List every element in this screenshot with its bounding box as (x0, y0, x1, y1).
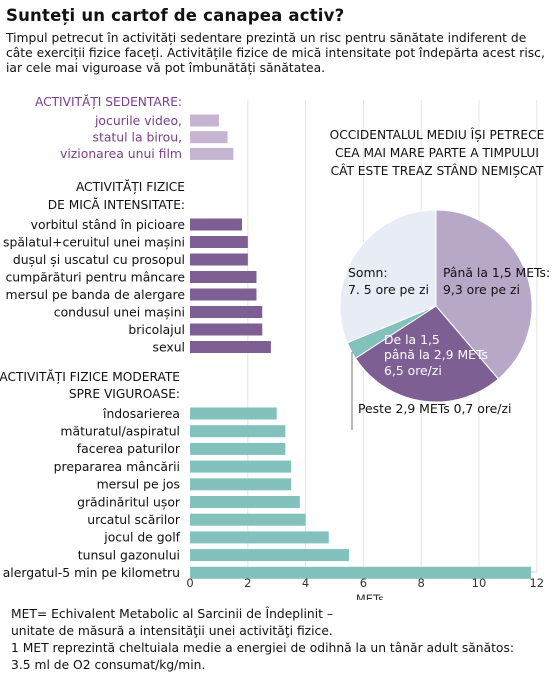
pie-slice-label: 6,5 ore/zi (384, 363, 442, 378)
category-label: cumpărături pentru mâncare (5, 269, 185, 284)
met-footnote: MET= Echivalent Metabolic al Sarcinii de… (11, 606, 551, 674)
pie-slice-label: De la 1,5 (384, 332, 440, 347)
pie-slice (339, 209, 437, 344)
bar (190, 271, 257, 283)
x-tick-label: 12 (529, 576, 544, 590)
x-tick-label: 4 (302, 576, 309, 590)
x-tick-label: 2 (244, 576, 251, 590)
category-label: urcatul scărilor (87, 512, 181, 527)
group-title: ACTIVITĂȚI FIZICE (76, 179, 185, 194)
footnote-line: MET= Echivalent Metabolic al Sarcinii de… (11, 607, 334, 621)
x-tick-label: 0 (186, 576, 193, 590)
bar (190, 306, 263, 318)
x-tick-label: 10 (472, 576, 487, 590)
bar (190, 496, 300, 508)
category-label: condusul unei mașini (54, 304, 185, 319)
category-label: sexul (153, 339, 186, 354)
category-label: prepararea mâncării (54, 459, 180, 474)
bar (190, 288, 257, 301)
pie-slice-label: Somn: (348, 265, 388, 280)
bar (190, 442, 286, 455)
category-label: alergatul-5 min pe kilometru (3, 565, 180, 580)
pie-slice-label: până la 2,9 METs (384, 347, 488, 362)
bar (190, 147, 234, 160)
bar (190, 114, 219, 127)
pie-slice-label: Până la 1,5 METs: (443, 265, 550, 280)
category-label: vizionarea unui film (60, 146, 182, 161)
category-label: jocul de golf (103, 530, 180, 545)
category-label: statul la birou, (93, 130, 182, 145)
footnote-line: 1 MET reprezintă cheltuiala medie a ener… (11, 641, 515, 655)
pie-slice-label: 9,3 ore pe zi (443, 282, 520, 297)
category-label: mersul pe banda de alergare (6, 287, 185, 302)
bar (190, 341, 271, 353)
footnote-line: 3.5 ml de O2 consumat/kg/min. (11, 658, 206, 672)
category-label: bricolajul (128, 322, 185, 337)
category-label: mersul pe jos (97, 477, 180, 492)
group-title: ACTIVITĂȚI SEDENTARE: (35, 94, 182, 109)
category-label: vorbitul stând în picioare (31, 217, 185, 232)
bar (190, 407, 277, 420)
pie-title: OCCIDENTALUL MEDIU ÎȘI PETRECE (330, 127, 545, 142)
category-label: măturatul/aspiratul (60, 424, 180, 439)
footnote-line: unitate de măsură a intensităţii unei ac… (11, 624, 333, 638)
pie-slice (435, 209, 533, 380)
category-label: jocurile video, (94, 113, 182, 128)
bar (190, 323, 263, 336)
intro-text: Timpul petrecut în activități sedentare … (6, 31, 545, 75)
bar (190, 566, 532, 579)
bar (190, 218, 243, 231)
bar (190, 531, 329, 544)
x-tick-label: 6 (360, 576, 367, 590)
category-label: îndosarierea (102, 406, 180, 421)
page-title: Sunteți un cartof de canapea activ? (6, 6, 345, 25)
category-label: dușul și uscatul cu prosopul (13, 252, 185, 267)
infographic-chart: ACTIVITĂȚI SEDENTARE: jocurile video, stat… (0, 94, 550, 600)
pie-title: CÂT ESTE TREAZ STÂND NEMIȘCAT (331, 163, 544, 178)
category-label: grădinăritul ușor (77, 494, 181, 509)
group-title: DE MICĂ INTENSITATE: (48, 197, 185, 212)
group-title: SPRE VIGUROASE: (69, 387, 180, 401)
bar (190, 131, 228, 144)
x-axis-label: METs (356, 592, 384, 600)
pie-slice-label: Peste 2,9 METs 0,7 ore/zi (358, 401, 511, 416)
bar (190, 425, 286, 438)
bar (190, 513, 306, 526)
bar (190, 549, 349, 562)
category-label: tunsul gazonului (78, 547, 180, 562)
bar (190, 460, 292, 473)
bar (190, 478, 292, 491)
pie-slice (354, 305, 500, 403)
pie-slice-label: 7. 5 ore pe zi (348, 282, 429, 297)
bar (190, 253, 248, 266)
category-label: facerea paturilor (77, 441, 181, 456)
group-title: ACTIVITĂȚI FIZICE MODERATE (0, 369, 180, 384)
pie-title: CEA MAI MARE PARTE A TIMPULUI (335, 146, 539, 160)
category-label: spălatul+ceruitul unei mașini (3, 234, 185, 249)
x-tick-label: 8 (418, 576, 425, 590)
bar (190, 236, 248, 248)
